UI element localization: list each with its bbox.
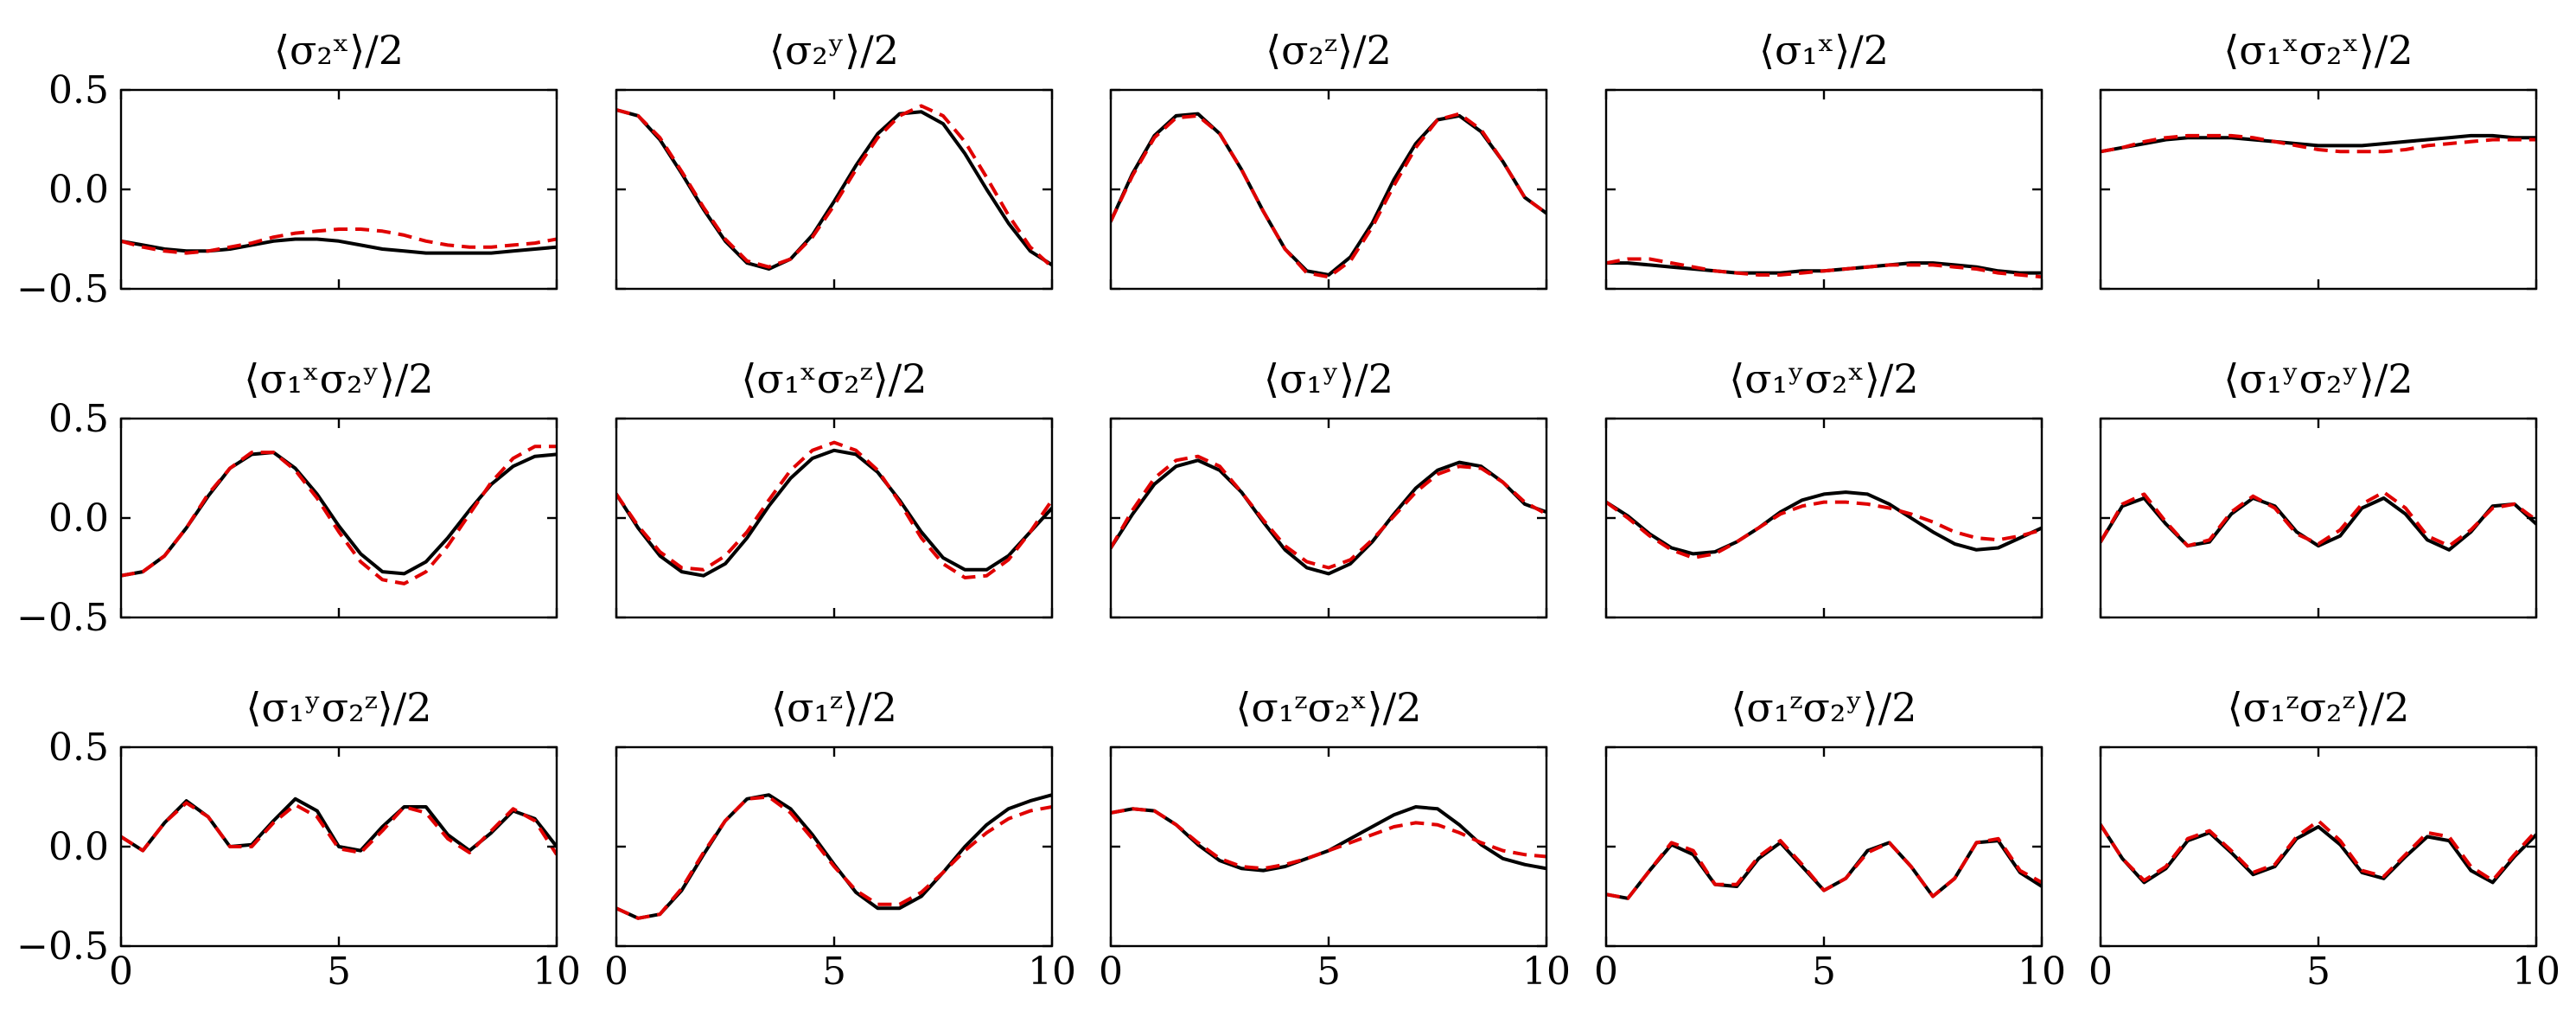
- x-tick-label: 0: [2088, 950, 2113, 994]
- series-line-dashed: [2101, 490, 2536, 548]
- y-tick-label: 0.5: [48, 726, 109, 770]
- axes-frame: [2099, 745, 2538, 948]
- axes-frame: [1109, 88, 1548, 291]
- series-line-solid: [121, 451, 557, 578]
- y-tick-label: −0.5: [16, 596, 109, 640]
- series-line-solid: [616, 793, 1052, 920]
- series-line-dashed: [2101, 819, 2536, 883]
- panel-title: ⟨σ₁ʸσ₂ʸ⟩/2: [2223, 355, 2413, 402]
- panel: ⟨σ₁ʸσ₂ᶻ⟩/2 −0.5 0.0 0.5 0 5 10: [16, 684, 581, 994]
- x-tick-label: 0: [109, 950, 133, 994]
- axes-frame: [1109, 417, 1548, 619]
- panel-title: ⟨σ₁ˣσ₂ᶻ⟩/2: [741, 355, 927, 402]
- series-line-dashed: [1111, 807, 1546, 871]
- panel-title: ⟨σ₂ᶻ⟩/2: [1266, 27, 1392, 74]
- series-line-solid: [616, 448, 1052, 578]
- axes-frame: [2099, 88, 2538, 291]
- series-line-dashed: [121, 227, 557, 255]
- x-tick-label: 10: [2018, 950, 2066, 994]
- x-tick-label: 5: [327, 950, 351, 994]
- panel: ⟨σ₁ᶻ⟩/2 0 5 10: [604, 684, 1076, 994]
- series-line-dashed: [2101, 133, 2536, 154]
- axes-frame: [1604, 417, 2044, 619]
- x-tick-label: 10: [2512, 950, 2560, 994]
- panel-title: ⟨σ₁ʸσ₂ˣ⟩/2: [1729, 355, 1918, 402]
- series-line-dashed: [1606, 257, 2042, 279]
- x-tick-label: 10: [1028, 950, 1076, 994]
- series-line-dashed: [1111, 454, 1546, 570]
- axes-frame: [2099, 417, 2538, 619]
- y-tick-label: 0.0: [48, 825, 109, 869]
- panel-title: ⟨σ₁ʸσ₂ᶻ⟩/2: [245, 684, 431, 731]
- x-tick-label: 5: [1317, 950, 1341, 994]
- x-tick-label: 5: [822, 950, 846, 994]
- panel: ⟨σ₁ᶻσ₂ˣ⟩/2 0 5 10: [1099, 684, 1571, 994]
- y-tick-label: 0.0: [48, 168, 109, 212]
- series-line-dashed: [121, 445, 557, 585]
- panel-title: ⟨σ₁ᶻσ₂ᶻ⟩/2: [2228, 684, 2410, 731]
- x-tick-label: 0: [604, 950, 628, 994]
- y-tick-label: −0.5: [16, 924, 109, 969]
- y-tick-label: 0.5: [48, 397, 109, 441]
- panel-title: ⟨σ₁ᶻ⟩/2: [771, 684, 897, 731]
- y-tick-label: 0.5: [48, 68, 109, 112]
- x-tick-label: 0: [1594, 950, 1618, 994]
- panel-title: ⟨σ₁ˣσ₂ˣ⟩/2: [2223, 27, 2413, 74]
- panel-title: ⟨σ₂ˣ⟩/2: [274, 27, 404, 74]
- series-line-dashed: [121, 801, 557, 856]
- panel: ⟨σ₂ʸ⟩/2: [615, 27, 1054, 291]
- series-line-solid: [1111, 112, 1546, 277]
- panel: ⟨σ₁ˣσ₂ˣ⟩/2: [2099, 27, 2538, 291]
- panel-title: ⟨σ₁ᶻσ₂ˣ⟩/2: [1235, 684, 1421, 731]
- axes-frame: [615, 417, 1054, 619]
- y-tick-label: 0.0: [48, 496, 109, 540]
- x-tick-label: 10: [1522, 950, 1571, 994]
- panel: ⟨σ₂ˣ⟩/2 −0.5 0.0 0.5: [16, 27, 558, 311]
- panel: ⟨σ₁ʸ⟩/2: [1109, 355, 1548, 619]
- y-tick-label: −0.5: [16, 267, 109, 311]
- panel-title: ⟨σ₁ʸ⟩/2: [1264, 355, 1393, 402]
- panel-title: ⟨σ₁ᶻσ₂ʸ⟩/2: [1731, 684, 1916, 731]
- series-line-dashed: [1111, 112, 1546, 279]
- panel: ⟨σ₁ˣσ₂ʸ⟩/2 −0.5 0.0 0.5: [16, 355, 558, 640]
- panel: ⟨σ₁ᶻσ₂ʸ⟩/2 0 5 10: [1594, 684, 2066, 994]
- axes-frame: [1604, 88, 2044, 291]
- panel: ⟨σ₁ˣ⟩/2: [1604, 27, 2044, 291]
- panel: ⟨σ₂ᶻ⟩/2: [1109, 27, 1548, 291]
- x-tick-label: 10: [532, 950, 581, 994]
- series-line-solid: [1606, 490, 2042, 556]
- panel: ⟨σ₁ˣσ₂ᶻ⟩/2: [615, 355, 1054, 619]
- series-line-dashed: [616, 104, 1052, 269]
- x-tick-label: 0: [1099, 950, 1123, 994]
- panel: ⟨σ₁ʸσ₂ˣ⟩/2: [1604, 355, 2044, 619]
- series-line-dashed: [1606, 500, 2042, 560]
- series-line-solid: [2101, 822, 2536, 885]
- series-line-dashed: [616, 440, 1052, 579]
- series-line-dashed: [1606, 836, 2042, 900]
- axes-frame: [119, 417, 558, 619]
- x-tick-label: 5: [1812, 950, 1836, 994]
- panel-title: ⟨σ₁ˣ⟩/2: [1759, 27, 1889, 74]
- series-line-solid: [121, 796, 557, 853]
- panel-title: ⟨σ₁ˣσ₂ʸ⟩/2: [244, 355, 433, 402]
- series-line-solid: [1111, 458, 1546, 576]
- series-line-solid: [616, 108, 1052, 271]
- series-line-dashed: [616, 795, 1052, 920]
- panel-title: ⟨σ₂ʸ⟩/2: [769, 27, 899, 74]
- axes-frame: [615, 745, 1054, 948]
- panel: ⟨σ₁ᶻσ₂ᶻ⟩/2 0 5 10: [2088, 684, 2560, 994]
- x-tick-label: 5: [2306, 950, 2331, 994]
- panel: ⟨σ₁ʸσ₂ʸ⟩/2: [2099, 355, 2538, 619]
- axes-frame: [119, 88, 558, 291]
- series-line-solid: [1111, 805, 1546, 873]
- series-line-solid: [2101, 133, 2536, 154]
